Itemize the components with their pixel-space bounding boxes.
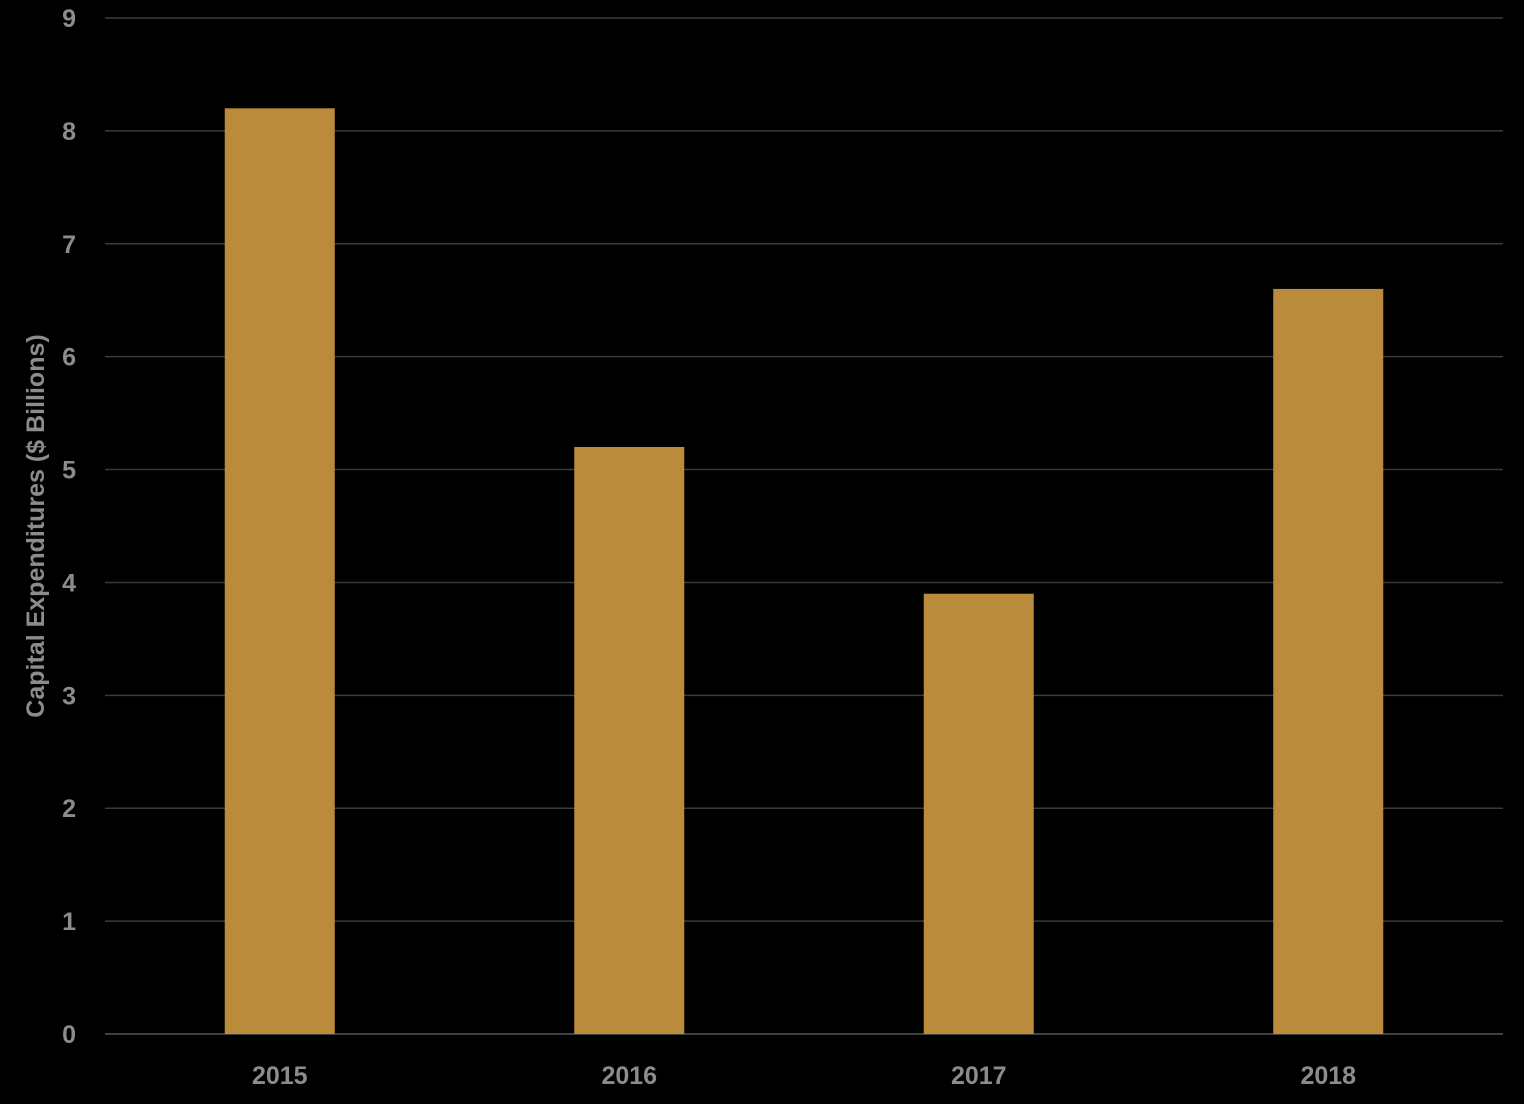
bar-2018 [1273,288,1384,1034]
y-axis-label: Capital Expenditures ($ Billions) [22,334,50,717]
gridlines [105,17,1503,1035]
y-tick-label: 2 [62,795,76,823]
bars [224,108,1384,1035]
y-tick-label: 0 [62,1021,76,1049]
y-tick-label: 9 [62,5,76,33]
bar-2017 [923,593,1034,1034]
x-tick-label: 2018 [1300,1062,1356,1090]
x-axis-ticks: 2015 2016 2017 2018 [252,1062,1356,1090]
y-tick-label: 4 [62,569,76,597]
y-tick-label: 6 [62,344,76,372]
y-tick-label: 8 [62,118,76,146]
bar-2016 [574,446,685,1034]
y-tick-label: 1 [62,908,76,936]
y-tick-label: 3 [62,682,76,710]
y-tick-label: 7 [62,231,76,259]
x-tick-label: 2016 [601,1062,657,1090]
x-tick-label: 2017 [951,1062,1007,1090]
y-tick-label: 5 [62,457,76,485]
y-axis-ticks: 0 1 2 3 4 5 6 7 8 9 [62,5,76,1049]
x-tick-label: 2015 [252,1062,308,1090]
bar-2015 [224,108,335,1035]
